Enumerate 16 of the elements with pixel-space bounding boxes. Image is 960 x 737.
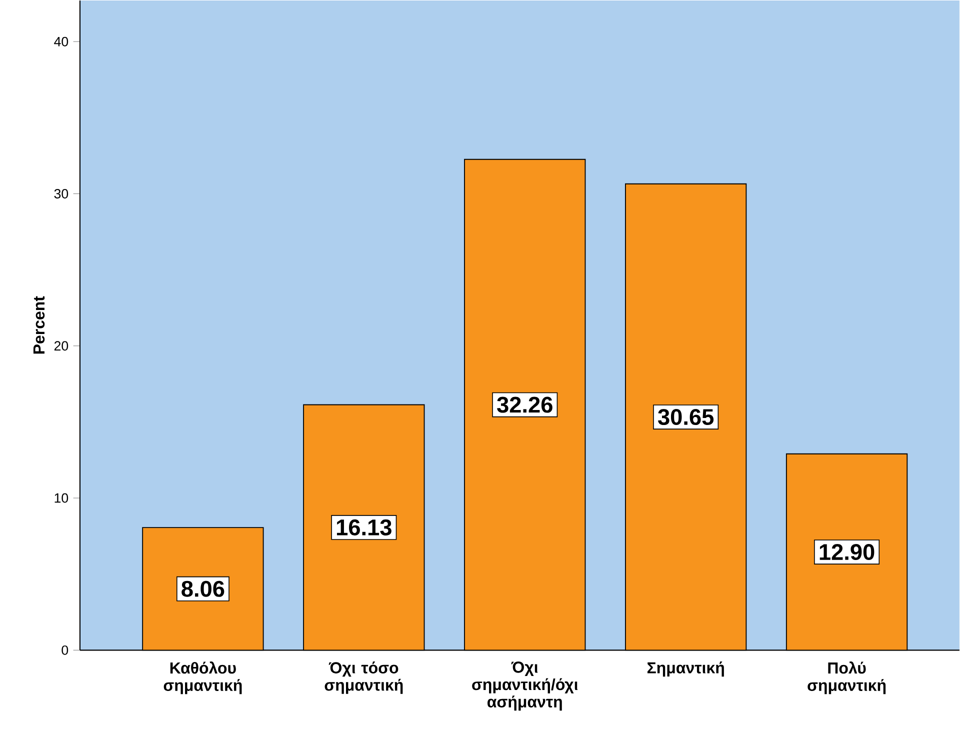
data-label: 12.90 xyxy=(820,544,874,560)
y-axis-title: Percent xyxy=(33,296,45,354)
x-tick-label: Όχι τόσο σημαντική xyxy=(324,661,403,694)
y-tick-label: 20 xyxy=(54,341,68,351)
data-label: 32.26 xyxy=(497,396,552,413)
data-label: 30.65 xyxy=(658,408,714,425)
x-tick-label: Όχι σημαντική/όχι ασήμαντη xyxy=(472,661,578,711)
y-tick-label: 0 xyxy=(62,645,68,655)
y-tick-label: 10 xyxy=(54,493,68,503)
x-tick-label: Πολύ σημαντική xyxy=(808,661,886,694)
x-tick-label: Καθόλου σημαντική xyxy=(164,661,242,694)
y-tick-label: 30 xyxy=(54,188,68,198)
x-tick-label: Σημαντική xyxy=(647,661,724,677)
y-tick-label: 40 xyxy=(54,36,68,46)
data-label: 8.06 xyxy=(182,580,224,597)
data-label: 16.13 xyxy=(336,519,392,536)
